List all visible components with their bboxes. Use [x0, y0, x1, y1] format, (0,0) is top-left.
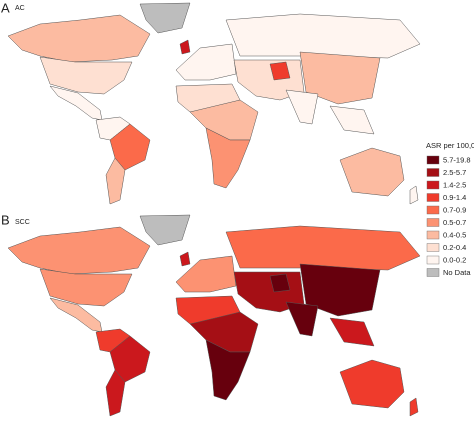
legend-label: 0.5-0.7 — [443, 218, 466, 227]
legend-title: ASR per 100,000 — [426, 141, 474, 150]
region — [39, 268, 133, 307]
legend-label: 0.2-0.4 — [443, 243, 466, 252]
legend-label: 1.4-2.5 — [443, 180, 466, 189]
region — [49, 297, 103, 333]
legend-label: No Data — [443, 268, 471, 277]
region — [269, 273, 291, 293]
region — [339, 147, 405, 197]
region — [285, 301, 319, 337]
legend-swatch — [426, 255, 440, 265]
legend-swatch — [426, 243, 440, 252]
legend-swatch — [426, 205, 440, 215]
legend-label: 2.5-5.7 — [443, 168, 466, 177]
region — [205, 339, 251, 401]
legend-swatch — [426, 180, 440, 190]
legend-label: 0.9-1.4 — [443, 193, 466, 202]
region — [409, 185, 419, 205]
region — [7, 226, 151, 275]
region — [49, 85, 103, 121]
region — [179, 39, 191, 55]
legend: ASR per 100,000 5.7-19.8 2.5-5.7 1.4-2.5 0.… — [426, 141, 474, 277]
region — [105, 157, 126, 205]
panel-label: AC — [15, 5, 25, 12]
region — [329, 105, 375, 135]
region — [329, 317, 375, 347]
region — [409, 397, 419, 417]
region — [339, 359, 405, 409]
region — [7, 14, 151, 63]
region — [299, 51, 381, 105]
map-b — [7, 214, 421, 417]
legend-swatch — [426, 230, 440, 240]
region — [269, 61, 291, 81]
region — [139, 2, 191, 34]
region — [225, 13, 421, 59]
legend-label: 0.0-0.2 — [443, 255, 466, 264]
legend-swatch — [426, 155, 440, 165]
region — [39, 56, 133, 95]
panel-label: SCC — [15, 219, 30, 226]
legend-swatch — [426, 218, 440, 227]
region — [299, 263, 381, 317]
legend-swatch — [426, 193, 440, 202]
map-a — [7, 2, 421, 205]
region — [225, 225, 421, 271]
region — [285, 89, 319, 125]
panel-letter: A — [1, 0, 10, 15]
region — [205, 127, 251, 189]
region — [139, 214, 191, 246]
panel-letter: B — [1, 212, 10, 227]
legend-swatch — [426, 268, 440, 277]
region — [175, 255, 237, 293]
region — [105, 369, 126, 417]
legend-label: 0.4-0.5 — [443, 230, 466, 239]
region — [179, 251, 191, 267]
legend-swatch — [426, 168, 440, 177]
legend-label: 5.7-19.8 — [443, 155, 471, 164]
legend-label: 0.7-0.9 — [443, 205, 466, 214]
region — [175, 43, 237, 81]
